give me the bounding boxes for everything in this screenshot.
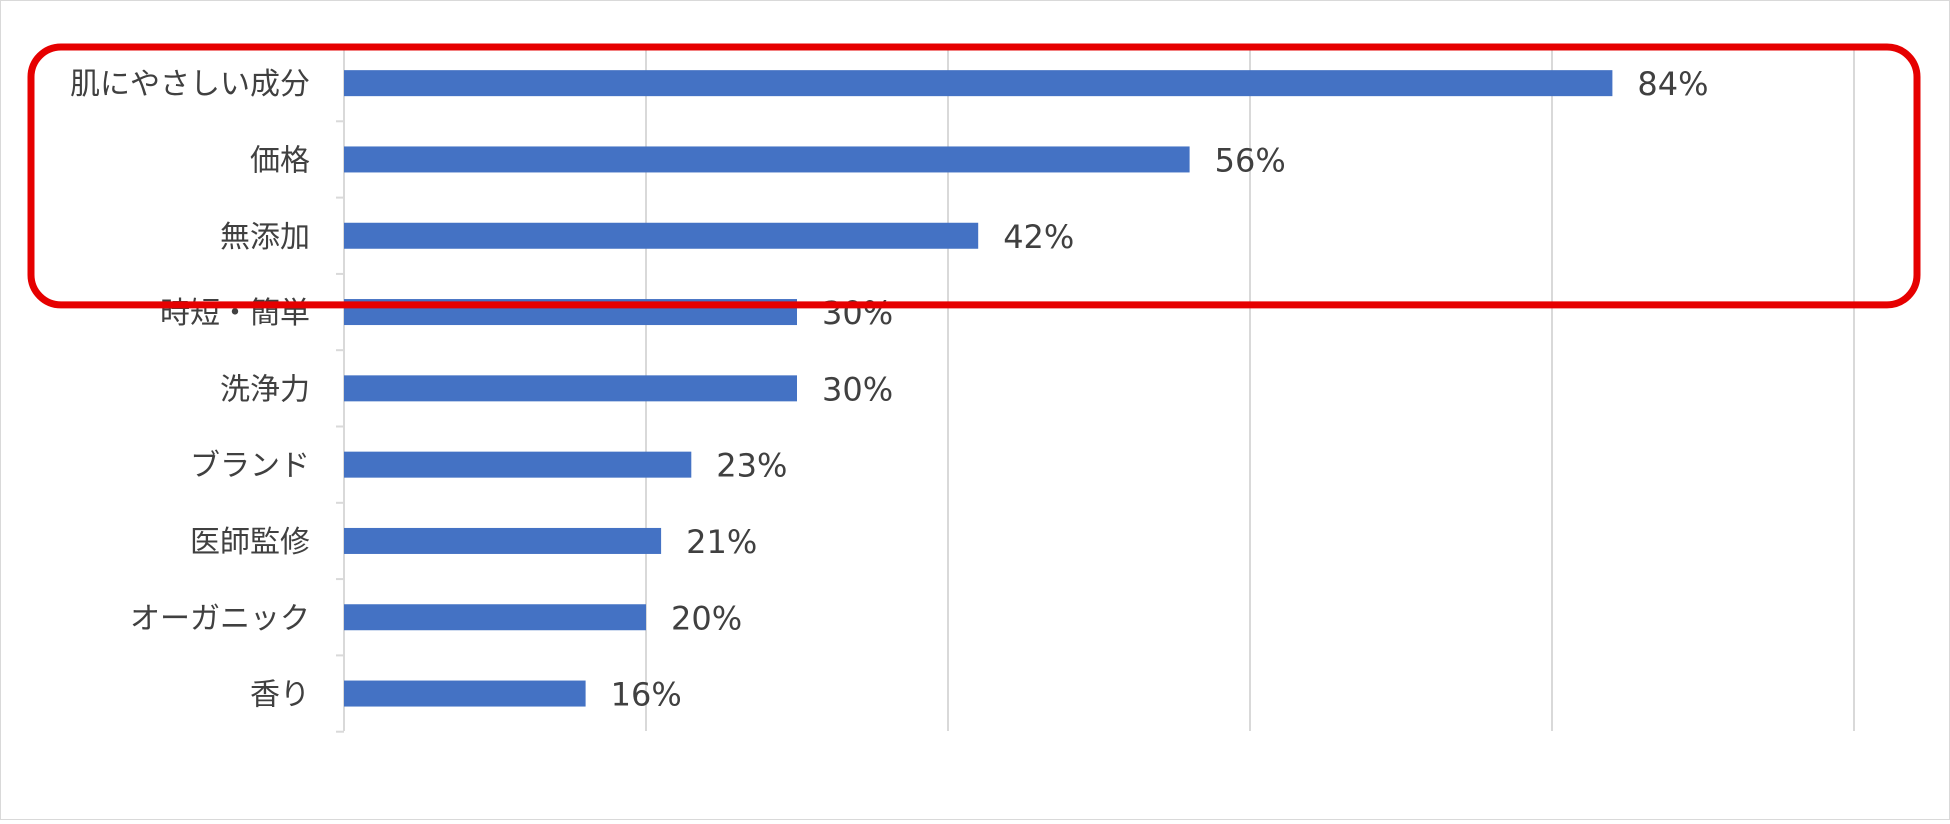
data-label: 23% [716,447,787,485]
category-label: オーガニック [130,601,310,636]
bar [344,146,1190,173]
bar [344,375,797,402]
data-label: 20% [671,599,742,637]
category-label: 肌にやさしい成分 [70,67,310,102]
data-label: 21% [686,523,757,561]
category-label: 無添加 [220,220,310,255]
data-label: 30% [822,294,893,332]
bar [344,451,692,478]
highlight-box [27,43,1921,309]
category-label: 価格 [250,143,310,178]
data-label: 56% [1215,141,1286,179]
category-label: 時短・簡単 [160,296,310,331]
category-label: 洗浄力 [220,372,310,407]
bar [344,527,662,554]
bar [344,680,586,707]
bar [344,604,646,631]
bar [344,222,979,249]
category-label: 香り [250,678,310,713]
data-label: 30% [822,370,893,408]
category-label: ブランド [190,449,310,484]
data-label: 42% [1003,218,1074,256]
data-label: 84% [1637,65,1708,103]
bar [344,70,1613,97]
data-label: 16% [611,676,682,714]
category-label: 医師監修 [190,525,310,560]
